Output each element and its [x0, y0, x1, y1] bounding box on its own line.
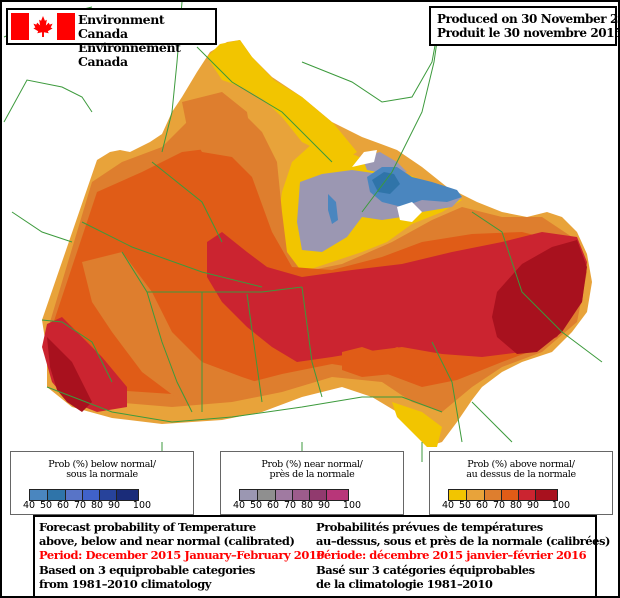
zone-below-40-small	[328, 194, 338, 224]
environment-canada-logo-box: Environment Canada Environnement Canada	[6, 8, 217, 69]
scale-ticks: 40 50 60 70 80 90 100	[22, 500, 152, 511]
swatch-60-70	[66, 490, 83, 500]
color-scale	[29, 489, 139, 501]
info-en-line4: Based on 3 equiprobable categories	[39, 562, 255, 577]
water-gap-1	[352, 150, 377, 167]
forecast-info-box: Forecast probability of Temperature abov…	[33, 515, 610, 596]
swatch-60-70	[485, 490, 502, 500]
swatch-80-90	[310, 490, 327, 500]
swatch-60-70	[276, 490, 293, 500]
info-english: Forecast probability of Temperature abov…	[39, 520, 324, 591]
swatch-50-60	[48, 490, 66, 500]
canada-flag-icon	[11, 13, 75, 40]
org-name-fr: Environnement Canada	[78, 40, 181, 69]
produced-date-fr: Produit le 30 novembre 2015	[437, 26, 620, 40]
zone-above-40-south	[392, 402, 442, 447]
swatch-40-50	[30, 490, 48, 500]
swatch-90-100	[536, 490, 557, 500]
legend-title: Prob (%) near normal/ près de la normale	[261, 459, 363, 480]
swatch-70-80	[83, 490, 100, 500]
swatch-40-50	[240, 490, 258, 500]
zone-above-40-arctic	[207, 40, 357, 162]
info-fr-line2: au–dessus, sous et près de la normale (c…	[316, 534, 611, 549]
swatch-80-90	[100, 490, 117, 500]
info-fr-line4: Basé sur 3 catégories équiprobables	[316, 562, 535, 577]
legend-above-normal: Prob (%) above normal/ au dessus de la n…	[429, 451, 613, 515]
legend-near-normal: Prob (%) near normal/ près de la normale…	[220, 451, 404, 515]
zone-above-60-prairie	[82, 252, 272, 402]
legend-title: Prob (%) below normal/ sous la normale	[48, 459, 156, 480]
production-date-box: Produced on 30 November 2015 Produit le …	[429, 6, 620, 46]
info-en-line2: above, below and near normal (calibrated…	[39, 534, 295, 549]
info-en-line1: Forecast probability of Temperature	[39, 520, 256, 534]
swatch-70-80	[293, 490, 310, 500]
swatch-40-50	[449, 490, 467, 500]
boundaries	[3, 2, 603, 472]
organization-name: Environment Canada Environnement Canada	[78, 13, 215, 69]
info-fr-period: Période: décembre 2015 janvier–février 2…	[316, 548, 587, 563]
info-fr-line1: Probabilités prévues de températures	[316, 520, 543, 534]
info-en-period: Period: December 2015 January–February 2…	[39, 548, 324, 563]
color-scale	[448, 489, 558, 501]
legend-title: Prob (%) above normal/ au dessus de la n…	[466, 459, 576, 480]
info-fr-line5: de la climatologie 1981–2010	[316, 576, 493, 591]
swatch-90-100	[327, 490, 348, 500]
zone-above-70-ontario	[342, 347, 442, 377]
produced-date-en: Produced on 30 November 2015	[437, 12, 618, 26]
swatch-90-100	[117, 490, 138, 500]
swatch-70-80	[502, 490, 519, 500]
zone-below-50	[372, 172, 400, 194]
scale-ticks: 40 50 60 70 80 90 100	[232, 500, 362, 511]
swatch-80-90	[519, 490, 536, 500]
zone-above-90-bc	[47, 337, 92, 412]
info-en-line5: from 1981–2010 climatology	[39, 576, 212, 591]
water-gap-2	[397, 202, 422, 222]
legend-below-normal: Prob (%) below normal/ sous la normale 4…	[10, 451, 194, 515]
info-french: Probabilités prévues de températures au–…	[316, 520, 610, 591]
zone-above-60-arctic	[182, 92, 252, 157]
maple-leaf-icon	[33, 15, 53, 38]
color-scale	[239, 489, 349, 501]
swatch-50-60	[467, 490, 485, 500]
zone-above-80	[207, 232, 587, 362]
swatch-50-60	[258, 490, 276, 500]
zone-above-90-east	[492, 240, 587, 354]
scale-ticks: 40 50 60 70 80 90 100	[441, 500, 571, 511]
org-name-en: Environment Canada	[78, 12, 165, 41]
